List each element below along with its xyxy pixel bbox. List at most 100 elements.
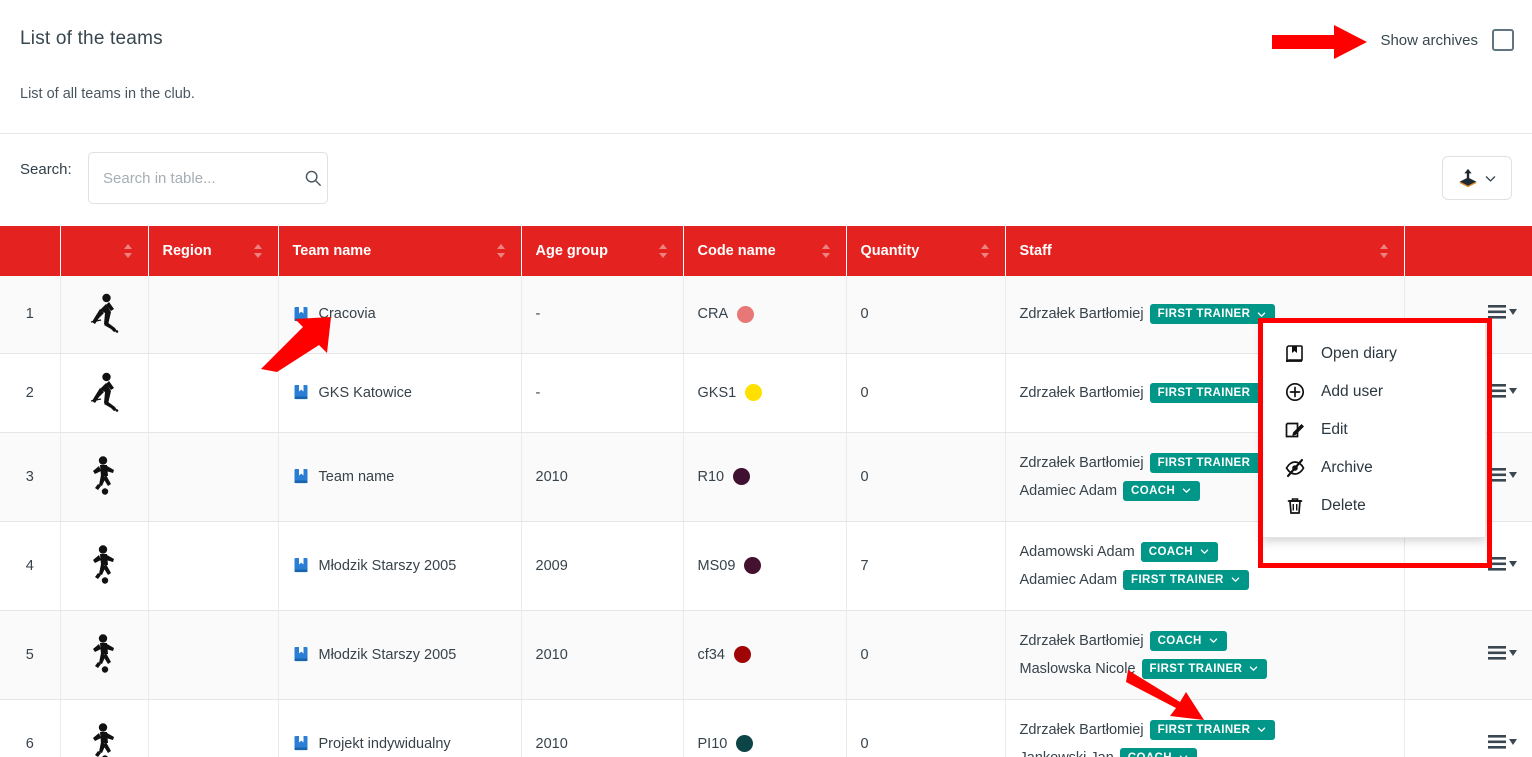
code-name-label: GKS1 [697,384,737,401]
show-archives-control[interactable]: Show archives [1380,29,1514,51]
context-menu-item-add-user[interactable]: Add user [1263,373,1485,411]
staff-name: Zdrzałek Bartłomiej [1019,306,1144,323]
staff-role-badge[interactable]: FIRST TRAINER [1149,719,1276,740]
plus-circle-icon [1285,382,1305,402]
sort-icon [123,244,132,258]
teams-table-body: 1 Cracovia - CRA 0 Zdrzałek Bartłomiej FIRST T… [0,276,1532,757]
staff-role-badge[interactable]: FIRST TRAINER [1141,658,1268,679]
row-team-name[interactable]: Młodzik Starszy 2005 [278,521,522,611]
row-sport-icon-cell [60,353,149,433]
row-context-menu[interactable]: Open diary Add user Edit Archive Delete [1262,322,1486,538]
code-color-dot [733,646,751,663]
team-name-label: Cracovia [318,306,376,323]
row-region [148,432,279,522]
header-divider [0,133,1532,134]
context-menu-item-label: Edit [1321,421,1348,438]
page-title: List of the teams [20,28,163,49]
context-menu-item-label: Archive [1321,459,1373,476]
row-menu-icon[interactable] [1488,467,1518,483]
column-header-staff[interactable]: Staff [1005,226,1405,276]
row-menu-icon[interactable] [1488,645,1518,661]
row-quantity: 0 [846,432,1006,522]
staff-role-label: COACH [1148,545,1193,558]
staff-role-label: FIRST TRAINER [1149,662,1243,675]
code-name-label: R10 [697,468,725,485]
context-menu-item-edit[interactable]: Edit [1263,411,1485,449]
table-row[interactable]: 4 Młodzik Starszy 2005 2009 MS09 7 Adamowski … [0,521,1532,611]
row-menu-icon[interactable] [1488,556,1518,572]
export-button[interactable] [1442,156,1512,200]
book-icon [294,469,307,484]
row-team-name[interactable]: Młodzik Starszy 2005 [278,610,522,700]
context-menu-item-label: Open diary [1321,345,1397,362]
row-team-name[interactable]: Projekt indywidualny [278,699,522,757]
column-header-team-name[interactable]: Team name [278,226,522,276]
book-icon [294,736,307,751]
row-menu-icon[interactable] [1488,304,1518,320]
search-box[interactable] [88,152,328,204]
column-header-code-name[interactable]: Code name [683,226,847,276]
column-header-sport[interactable] [60,226,149,276]
search-input[interactable] [101,168,304,188]
column-label: Code name [697,243,776,259]
row-actions[interactable] [1404,610,1532,700]
staff-name: Adamiec Adam [1019,571,1118,588]
column-header-region[interactable]: Region [148,226,279,276]
row-actions[interactable] [1404,699,1532,757]
context-menu-item-archive[interactable]: Archive [1263,449,1485,487]
pencil-square-icon [1285,422,1304,438]
table-header-row: Region Team name [0,226,1532,276]
row-code-name: GKS1 [683,353,847,433]
staff-entry: Maslowska Nicole FIRST TRAINER [1020,658,1390,679]
page-subtitle: List of all teams in the club. [20,86,195,102]
row-index: 4 [0,521,61,611]
staff-role-badge[interactable]: COACH [1119,747,1197,757]
context-menu-item-open-diary[interactable]: Open diary [1263,335,1485,373]
staff-entry: Jankowski Jan COACH [1020,747,1390,757]
row-menu-icon[interactable] [1488,734,1518,750]
staff-name: Zdrzałek Bartłomiej [1019,384,1144,401]
staff-role-badge[interactable]: FIRST TRAINER [1149,452,1276,473]
sort-icon [253,244,262,258]
row-quantity: 0 [846,276,1006,354]
table-row[interactable]: 1 Cracovia - CRA 0 Zdrzałek Bartłomiej FIRST T… [0,276,1532,354]
row-index: 6 [0,699,61,757]
table-row[interactable]: 6 Projekt indywidualny 2010 PI10 0 Zdrzałek B… [0,699,1532,757]
chevron-down-icon [1182,488,1191,493]
chevron-down-icon [1200,549,1209,554]
row-team-name[interactable]: Cracovia [278,276,522,354]
code-name-label: cf34 [697,646,725,663]
staff-name: Zdrzałek Bartłomiej [1019,454,1144,471]
staff-role-badge[interactable]: FIRST TRAINER [1149,304,1276,325]
column-header-age-group[interactable]: Age group [521,226,684,276]
chevron-down-icon [1179,755,1188,757]
staff-role-badge[interactable]: FIRST TRAINER [1123,569,1249,590]
staff-role-badge[interactable]: COACH [1123,480,1201,501]
row-index: 5 [0,610,61,700]
row-team-name[interactable]: GKS Katowice [278,353,522,433]
staff-role-label: COACH [1128,752,1172,757]
show-archives-checkbox[interactable] [1492,29,1514,51]
row-team-name[interactable]: Team name [278,432,522,522]
arrow-to-show-archives [1272,25,1367,59]
table-row[interactable]: 5 Młodzik Starszy 2005 2010 cf34 0 Zdrzałek B… [0,610,1532,700]
row-code-name: R10 [683,432,847,522]
staff-role-badge[interactable]: FIRST TRAINER [1149,382,1276,403]
staff-role-badge[interactable]: COACH [1140,541,1218,562]
team-name-label: Projekt indywidualny [318,735,451,752]
staff-role-label: COACH [1131,484,1176,497]
row-menu-icon[interactable] [1488,383,1518,399]
staff-name: Jankowski Jan [1020,750,1114,757]
column-header-quantity[interactable]: Quantity [846,226,1006,276]
chevron-down-icon [1250,666,1258,671]
staff-entry: Zdrzałek Bartłomiej FIRST TRAINER [1019,304,1390,325]
staff-role-badge[interactable]: COACH [1149,630,1227,651]
row-index: 1 [0,276,61,354]
row-region [148,610,279,700]
context-menu-item-label: Delete [1321,497,1366,514]
staff-entry: Adamiec Adam COACH [1020,480,1390,501]
context-menu-item-delete[interactable]: Delete [1263,487,1485,525]
column-label: Age group [535,243,609,259]
row-sport-icon-cell [60,521,149,611]
